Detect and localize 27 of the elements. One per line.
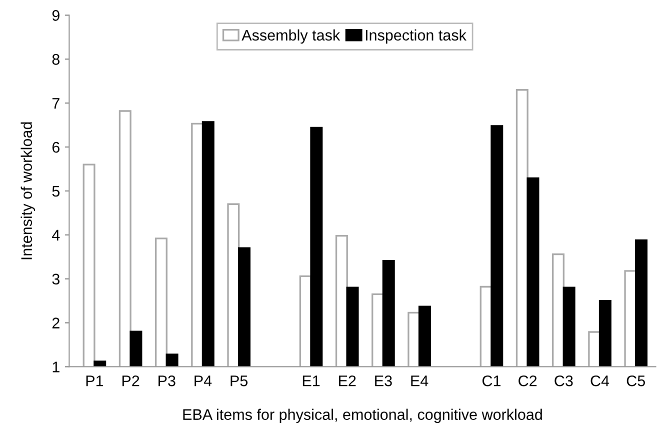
x-tick-label: C3 — [554, 375, 573, 386]
x-tick-label: P5 — [230, 376, 248, 386]
x-tick-label: C5 — [626, 375, 645, 386]
x-tick-label: E1 — [302, 376, 320, 386]
y-tick-label: 1 — [52, 362, 60, 372]
y-tick-label: 6 — [52, 142, 60, 153]
x-tick-label: E3 — [375, 375, 392, 386]
x-tick-label: P4 — [194, 376, 212, 386]
y-tick-label: 5 — [52, 186, 60, 197]
x-tick-label: E4 — [411, 376, 428, 386]
y-tick-label: 9 — [52, 10, 60, 21]
x-tick-label: C1 — [482, 375, 500, 386]
x-tick-label: P1 — [86, 376, 104, 386]
y-tick-label: 4 — [52, 230, 60, 240]
x-tick-label: C2 — [518, 375, 537, 386]
legend-label: Inspection task — [366, 29, 466, 44]
x-axis-title: EBA items for physical, emotional, cognitive workload — [183, 408, 542, 423]
y-tick-label: 3 — [52, 274, 60, 285]
y-tick-label: 7 — [52, 98, 60, 109]
y-axis-title: Intensity of workload — [20, 122, 36, 260]
x-tick-label: C4 — [590, 375, 610, 386]
x-tick-label: P2 — [122, 375, 140, 386]
y-tick-label: 2 — [52, 318, 60, 328]
x-tick-label: P3 — [158, 375, 176, 386]
x-tick-label: E2 — [339, 375, 356, 386]
y-tick-label: 8 — [52, 54, 60, 65]
legend-label: Assembly task — [242, 29, 340, 44]
